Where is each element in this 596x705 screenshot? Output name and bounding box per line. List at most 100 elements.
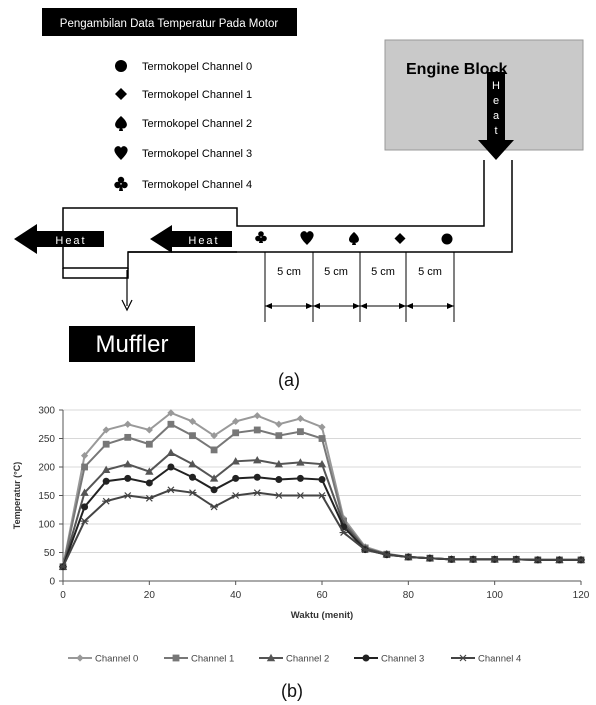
diagram-title: Pengambilan Data Temperatur Pada Motor [60, 18, 279, 30]
y-tick-label: 0 [49, 577, 55, 588]
x-tick-label: 80 [403, 590, 415, 601]
data-point-channel-1 [189, 432, 196, 440]
legend-marker-channel-1 [172, 654, 180, 662]
vertical-heat-arrow-body [487, 72, 505, 140]
data-point-channel-3 [210, 486, 218, 494]
data-point-channel-4 [102, 497, 111, 505]
heart-icon [300, 231, 314, 245]
legend-marker-channel-4 [459, 654, 467, 662]
data-point-channel-1 [253, 426, 261, 434]
data-point-channel-4 [512, 555, 521, 563]
diamond-icon [394, 233, 406, 244]
data-point-channel-4 [231, 492, 240, 499]
data-point-channel-4 [469, 555, 478, 563]
y-tick-label: 50 [44, 548, 56, 559]
data-point-channel-1 [81, 463, 88, 471]
data-point-channel-4 [253, 489, 262, 497]
data-point-channel-3 [296, 474, 304, 482]
x-axis-label: Waktu (menit) [291, 610, 353, 621]
data-point-channel-3 [145, 479, 153, 487]
data-point-channel-1 [167, 420, 175, 428]
chart-series [58, 409, 586, 571]
temperature-chart: 0 50 100 150 200 250 300 0 20 40 60 80 100 120 Temper… [12, 406, 590, 702]
data-point-channel-3 [167, 463, 175, 471]
x-tick-label: 60 [316, 590, 328, 601]
data-point-channel-4 [404, 553, 413, 561]
data-point-channel-1 [318, 435, 326, 442]
data-point-channel-4 [577, 556, 585, 564]
data-point-channel-4 [339, 529, 348, 536]
data-point-channel-1 [102, 440, 110, 448]
data-point-channel-4 [188, 489, 197, 497]
caption-b: (b) [281, 681, 303, 701]
spade-icon [115, 116, 127, 131]
x-tick-label: 120 [573, 590, 590, 601]
circle-icon [441, 233, 453, 245]
circle-icon [115, 60, 127, 72]
data-point-channel-1 [232, 429, 240, 437]
data-point-channel-4 [447, 555, 456, 563]
data-point-channel-2 [101, 465, 111, 474]
data-point-channel-3 [275, 476, 283, 484]
data-point-channel-2 [317, 459, 327, 468]
data-point-channel-3 [253, 473, 261, 481]
heat-letter-a: a [493, 110, 500, 122]
outer-heat-label: Heat [55, 235, 86, 247]
legend-label-channel-2: Termokopel Channel 2 [142, 118, 252, 130]
data-point-channel-1 [275, 432, 283, 440]
legend-label-channel-0: Termokopel Channel 0 [142, 61, 252, 73]
title-box [42, 8, 297, 36]
heat-letter-e: e [493, 95, 499, 107]
legend-label-channel-4: Termokopel Channel 4 [142, 179, 252, 191]
pipe-thermocouples [255, 231, 453, 245]
caption-a: (a) [278, 370, 300, 390]
legend-label-channel-4: Channel 4 [478, 654, 521, 665]
legend-label-channel-1: Termokopel Channel 1 [142, 89, 252, 101]
y-axis-label: Temperatur (°C) [12, 462, 22, 529]
data-point-channel-4 [533, 556, 542, 564]
data-point-channel-0 [253, 412, 261, 420]
data-point-channel-3 [124, 474, 132, 482]
legend-icons [114, 60, 128, 191]
legend-label-channel-2: Channel 2 [286, 654, 329, 665]
legend-marker-channel-2 [266, 653, 276, 662]
heat-letter-t: t [494, 125, 497, 137]
data-point-channel-3 [318, 476, 326, 484]
data-point-channel-4 [361, 546, 370, 554]
distance-label-2: 5 cm [324, 266, 348, 278]
data-point-channel-1 [210, 446, 218, 454]
engine-block-label: Engine Block [406, 61, 507, 78]
y-tick-label: 100 [38, 520, 55, 531]
spade-icon [349, 232, 359, 245]
series-line-channel-4 [62, 488, 581, 568]
legend-marker-channel-0 [76, 654, 84, 662]
engine-block [384, 39, 584, 151]
club-icon [114, 176, 128, 191]
y-tick-label: 150 [38, 491, 55, 502]
legend-marker-channel-3 [362, 654, 370, 662]
inner-heat-label: Heat [188, 235, 219, 247]
data-point-channel-2 [253, 455, 262, 464]
data-point-channel-4 [296, 492, 305, 499]
data-point-channel-3 [189, 473, 196, 481]
vertical-heat-arrowhead [478, 140, 514, 160]
chart-axes: 0 50 100 150 200 250 300 0 20 40 60 80 100 120 [38, 406, 589, 602]
data-point-channel-4 [274, 492, 283, 499]
data-point-channel-2 [80, 488, 89, 496]
muffler-box [69, 326, 195, 362]
data-point-channel-4 [80, 517, 89, 525]
data-point-channel-0 [275, 420, 283, 428]
x-tick-label: 40 [230, 590, 242, 601]
legend-label-channel-0: Channel 0 [95, 654, 138, 665]
data-point-channel-1 [145, 440, 153, 448]
data-point-channel-1 [297, 428, 304, 436]
muffler-label: Muffler [96, 331, 169, 358]
data-point-channel-2 [123, 459, 132, 468]
data-point-channel-4 [210, 503, 219, 511]
data-point-channel-4 [59, 563, 67, 571]
data-point-channel-4 [425, 554, 434, 562]
data-point-channel-4 [382, 551, 391, 559]
inner-heat-arrow [150, 225, 232, 253]
distance-arrowheads [265, 303, 454, 309]
heat-letter-h: H [492, 80, 500, 92]
